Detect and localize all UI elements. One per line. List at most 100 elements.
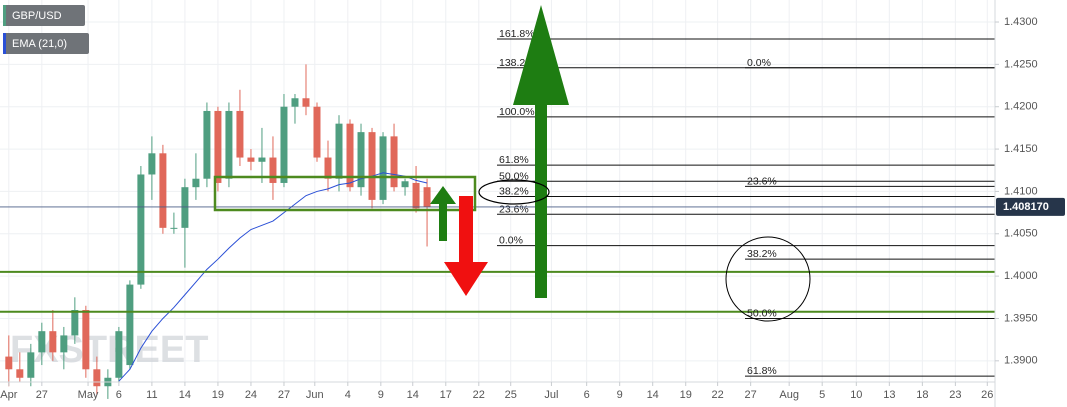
big-up-arrow bbox=[513, 5, 569, 298]
candle-body bbox=[38, 331, 46, 353]
candle-body bbox=[324, 157, 332, 179]
candle-body bbox=[115, 331, 123, 378]
candle-body bbox=[247, 157, 255, 162]
fib-label: 38.2% bbox=[499, 186, 529, 198]
candle-body bbox=[181, 187, 189, 228]
x-tick-label: 9 bbox=[378, 389, 384, 401]
zone-box bbox=[213, 175, 477, 212]
candle-body bbox=[346, 123, 354, 188]
x-tick-label: 6 bbox=[116, 389, 122, 401]
candle-body bbox=[170, 227, 178, 229]
fib-label: 0.0% bbox=[499, 235, 523, 247]
x-tick-label: 23 bbox=[949, 389, 961, 401]
candle-body bbox=[236, 110, 244, 158]
x-tick-label: 25 bbox=[505, 389, 517, 401]
y-tick-label: 1.4300 bbox=[1004, 16, 1038, 28]
candle-body bbox=[60, 335, 68, 353]
candle-body bbox=[379, 136, 387, 200]
circle-marker bbox=[725, 236, 811, 322]
candle-body bbox=[192, 178, 200, 188]
y-tick-label: 1.3950 bbox=[1004, 312, 1038, 324]
y-tick-label: 1.4050 bbox=[1004, 228, 1038, 240]
y-tick-label: 1.4150 bbox=[1004, 143, 1038, 155]
x-tick-label: 14 bbox=[647, 389, 659, 401]
x-tick-label: Apr bbox=[0, 389, 17, 401]
x-tick-label: 6 bbox=[584, 389, 590, 401]
x-tick-label: 13 bbox=[883, 389, 895, 401]
down-arrow bbox=[444, 196, 488, 296]
x-tick-label: May bbox=[78, 389, 99, 401]
legend-ema: EMA (21,0) bbox=[12, 38, 67, 50]
y-tick-label: 1.4000 bbox=[1004, 270, 1038, 282]
legend-swatch bbox=[3, 5, 6, 26]
x-tick-label: 9 bbox=[617, 389, 623, 401]
small-up-arrow bbox=[430, 186, 456, 241]
fib-label: 0.0% bbox=[747, 57, 771, 69]
x-tick-label: 5 bbox=[819, 389, 825, 401]
fib-label: 23.6% bbox=[747, 175, 777, 187]
candle-body bbox=[148, 153, 156, 175]
candle-body bbox=[93, 369, 101, 387]
fib-label: 61.8% bbox=[499, 154, 529, 166]
x-tick-label: 22 bbox=[473, 389, 485, 401]
candle-body bbox=[357, 132, 365, 188]
candle-body bbox=[16, 369, 24, 378]
axes: 1.3900 1.3950 1.4000 1.4050 1.4100 1.4150 1.42… bbox=[0, 16, 1065, 401]
candle-body bbox=[302, 98, 310, 107]
legend-symbol: GBP/USD bbox=[12, 10, 62, 22]
candle-body bbox=[71, 310, 79, 336]
x-tick-label: 26 bbox=[981, 389, 993, 401]
candle-body bbox=[203, 110, 211, 179]
candle-body bbox=[126, 284, 134, 366]
x-tick-label: Jun bbox=[306, 389, 324, 401]
x-tick-label: 27 bbox=[36, 389, 48, 401]
fib-label: 50.0% bbox=[747, 307, 777, 319]
y-tick-label: 1.4250 bbox=[1004, 58, 1038, 70]
candle-body bbox=[401, 181, 409, 188]
candle-body bbox=[137, 174, 145, 285]
x-tick-label: 10 bbox=[850, 389, 862, 401]
candle-body bbox=[335, 123, 343, 179]
x-tick-label: 24 bbox=[245, 389, 257, 401]
candle-body bbox=[423, 187, 431, 207]
y-tick-label: 1.4200 bbox=[1004, 101, 1038, 113]
fib-label: 38.2% bbox=[747, 248, 777, 260]
x-tick-label: 27 bbox=[745, 389, 757, 401]
y-tick-label: 1.4100 bbox=[1004, 185, 1038, 197]
fib-label: 61.8% bbox=[747, 365, 777, 377]
fib-label: 100.0% bbox=[499, 106, 535, 118]
x-tick-label: 27 bbox=[278, 389, 290, 401]
candle-body bbox=[269, 157, 277, 183]
x-tick-label: 4 bbox=[345, 389, 351, 401]
candle-body bbox=[390, 136, 398, 188]
candle-body bbox=[291, 98, 299, 107]
x-tick-label: 11 bbox=[146, 389, 157, 401]
x-tick-label: Aug bbox=[779, 389, 799, 401]
ellipse-marker bbox=[478, 179, 550, 205]
x-tick-label: 17 bbox=[440, 389, 452, 401]
fib-label: 161.8% bbox=[499, 28, 535, 40]
candle-body bbox=[368, 132, 376, 200]
candle-body bbox=[49, 331, 57, 353]
legend-swatch bbox=[3, 33, 6, 54]
fib-label: 23.6% bbox=[499, 203, 529, 215]
candle-body bbox=[313, 106, 321, 158]
marks: 161.8%138.2%100.0%61.8%50.0%38.2%23.6%0.… bbox=[0, 28, 995, 399]
candle-body bbox=[280, 106, 288, 183]
candle-body bbox=[225, 110, 233, 179]
candle-body bbox=[214, 110, 222, 183]
fib-label: 50.0% bbox=[499, 170, 529, 182]
candle-body bbox=[82, 310, 90, 370]
x-tick-label: 14 bbox=[179, 389, 191, 401]
candle-body bbox=[412, 182, 420, 209]
x-tick-label: 18 bbox=[916, 389, 928, 401]
candle-body bbox=[27, 352, 35, 378]
candle-body bbox=[159, 153, 167, 228]
candle-body bbox=[258, 157, 266, 162]
legend-box bbox=[3, 33, 89, 54]
x-tick-label: 14 bbox=[407, 389, 419, 401]
x-tick-label: Jul bbox=[544, 389, 558, 401]
x-tick-label: 19 bbox=[680, 389, 692, 401]
legend-box bbox=[3, 5, 85, 26]
